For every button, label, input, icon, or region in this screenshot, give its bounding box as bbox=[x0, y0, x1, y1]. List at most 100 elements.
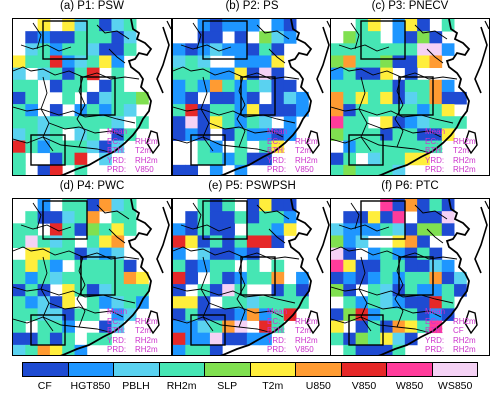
ann-key-prd: PRD: bbox=[425, 345, 445, 355]
legend-label-hgt850: HGT850 bbox=[70, 380, 111, 392]
ann-key-prd: PRD: bbox=[267, 345, 287, 355]
map bbox=[12, 198, 172, 356]
swatch-pblh bbox=[114, 363, 160, 376]
ann-key-yrd: YRD: bbox=[267, 335, 287, 345]
colorbar-labels: CF HGT850 PBLH RH2m SLP T2m U850 V850 W8… bbox=[22, 380, 478, 392]
annotation: Mean EC: RH2m BTH: T2m YRD: RH2m PRD: RH2m bbox=[107, 307, 158, 355]
map-canvas bbox=[173, 19, 331, 175]
legend-label-u850: U850 bbox=[305, 380, 331, 392]
map-canvas bbox=[13, 19, 171, 175]
swatch-u850 bbox=[296, 363, 342, 376]
ann-key-prd: PRD: bbox=[107, 165, 127, 175]
swatch-hgt850 bbox=[68, 363, 114, 376]
ann-key-ec: EC: bbox=[425, 136, 439, 146]
ann-mean: Mean bbox=[107, 307, 128, 316]
map bbox=[330, 18, 490, 176]
annotation: Mean EC: RH2m BTH: T2m YRD: RH2m PRD: V850 bbox=[107, 127, 158, 175]
ann-val-yrd: RH2m bbox=[453, 335, 476, 345]
ann-key-yrd: YRD: bbox=[107, 155, 127, 165]
annotation: Mean EC: RH2m BTH: T2m YRD: RH2m PRD: V850 bbox=[267, 307, 318, 355]
swatch-cf bbox=[23, 363, 69, 376]
ann-val-yrd: RH2m bbox=[295, 335, 318, 345]
map-canvas bbox=[331, 19, 489, 175]
annotation: Mean EC: RH2m BTH: T2m YRD: RH2m PRD: V850 bbox=[267, 127, 318, 175]
ann-key-bth: BTH: bbox=[425, 146, 444, 156]
ann-mean: Mean bbox=[267, 307, 288, 316]
legend-label-pblh: PBLH bbox=[122, 380, 150, 392]
map bbox=[12, 18, 172, 176]
ann-val-bth: T2m bbox=[453, 146, 469, 156]
ann-key-bth: BTH: bbox=[425, 326, 444, 336]
legend-label-w850: W850 bbox=[395, 380, 424, 392]
ann-key-yrd: YRD: bbox=[267, 155, 287, 165]
ann-val-prd: RH2m bbox=[135, 345, 158, 355]
ann-mean: Mean bbox=[267, 127, 288, 136]
ann-mean: Mean bbox=[425, 127, 446, 136]
ann-val-yrd: RH2m bbox=[135, 335, 158, 345]
ann-key-ec: EC: bbox=[267, 316, 281, 326]
legend-label-cf: CF bbox=[37, 380, 52, 392]
ann-key-yrd: YRD: bbox=[107, 335, 127, 345]
ann-val-prd: RH2m bbox=[453, 165, 476, 175]
legend-label-t2m: T2m bbox=[262, 380, 284, 392]
ann-val-ec: RH2m bbox=[295, 316, 318, 326]
ann-key-yrd: YRD: bbox=[425, 335, 445, 345]
panel-title: (f) P6: PTC bbox=[381, 180, 439, 192]
swatch-v850 bbox=[341, 363, 387, 376]
ann-mean: Mean bbox=[107, 127, 128, 136]
panel-title: (d) P4: PWC bbox=[59, 180, 125, 192]
legend-label-ws850: WS850 bbox=[437, 380, 473, 392]
ann-key-bth: BTH: bbox=[267, 326, 286, 336]
ann-key-ec: EC: bbox=[107, 316, 121, 326]
map-canvas bbox=[13, 199, 171, 355]
ann-val-ec: RH2m bbox=[453, 136, 476, 146]
ann-val-bth: T2m bbox=[135, 146, 151, 156]
ann-val-ec: RH2m bbox=[135, 136, 158, 146]
map bbox=[330, 198, 490, 356]
swatch-t2m bbox=[250, 363, 296, 376]
colorbar-legend: CF HGT850 PBLH RH2m SLP T2m U850 V850 W8… bbox=[22, 362, 478, 398]
panel-title: (e) P5: PSWPSH bbox=[208, 180, 296, 192]
panel-title: (c) P3: PNECV bbox=[371, 0, 449, 12]
ann-key-prd: PRD: bbox=[107, 345, 127, 355]
annotation: Mean EC: RH2m BTH: T2m YRD: RH2m PRD: RH2m bbox=[425, 127, 476, 175]
ann-key-ec: EC: bbox=[107, 136, 121, 146]
ann-key-bth: BTH: bbox=[107, 146, 126, 156]
ann-key-bth: BTH: bbox=[267, 146, 286, 156]
legend-label-slp: SLP bbox=[217, 380, 238, 392]
ann-val-ec: RH2m bbox=[135, 316, 158, 326]
colorbar bbox=[22, 362, 478, 377]
map bbox=[172, 18, 332, 176]
map-canvas bbox=[331, 199, 489, 355]
swatch-w850 bbox=[387, 363, 433, 376]
ann-val-bth: T2m bbox=[135, 326, 151, 336]
ann-val-bth: CF bbox=[453, 326, 464, 336]
ann-val-yrd: RH2m bbox=[295, 155, 318, 165]
ann-val-prd: V850 bbox=[135, 165, 154, 175]
panel-title: (a) P1: PSW bbox=[60, 0, 124, 12]
swatch-slp bbox=[205, 363, 251, 376]
ann-key-bth: BTH: bbox=[107, 326, 126, 336]
swatch-ws850 bbox=[432, 363, 477, 376]
ann-mean: Mean bbox=[425, 307, 446, 316]
ann-val-prd: V850 bbox=[295, 165, 314, 175]
map bbox=[172, 198, 332, 356]
annotation: Mean EC: RH2m BTH: CF YRD: RH2m PRD: RH2m bbox=[425, 307, 476, 355]
ann-val-bth: T2m bbox=[295, 326, 311, 336]
ann-val-prd: RH2m bbox=[453, 345, 476, 355]
ann-key-ec: EC: bbox=[425, 316, 439, 326]
ann-key-yrd: YRD: bbox=[425, 155, 445, 165]
ann-val-bth: T2m bbox=[295, 146, 311, 156]
swatch-rh2m bbox=[159, 363, 205, 376]
ann-val-yrd: RH2m bbox=[453, 155, 476, 165]
ann-val-ec: RH2m bbox=[453, 316, 476, 326]
ann-key-prd: PRD: bbox=[425, 165, 445, 175]
legend-label-v850: V850 bbox=[351, 380, 377, 392]
map-canvas bbox=[173, 199, 331, 355]
ann-val-ec: RH2m bbox=[295, 136, 318, 146]
legend-label-rh2m: RH2m bbox=[166, 380, 197, 392]
panel-title: (b) P2: PS bbox=[225, 0, 279, 12]
ann-val-yrd: RH2m bbox=[135, 155, 158, 165]
ann-key-ec: EC: bbox=[267, 136, 281, 146]
ann-val-prd: V850 bbox=[295, 345, 314, 355]
